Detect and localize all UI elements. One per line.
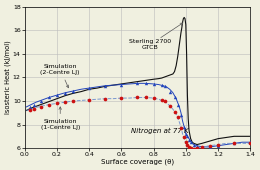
Point — [71, 100, 75, 102]
Point — [185, 143, 190, 146]
Point — [168, 90, 172, 93]
Point — [232, 142, 236, 145]
Point — [119, 97, 124, 99]
Point — [163, 100, 167, 102]
Point — [47, 104, 51, 106]
Text: Nitrogen at 77 K: Nitrogen at 77 K — [131, 128, 189, 134]
Point — [232, 142, 236, 145]
Point — [135, 96, 140, 99]
Point — [135, 82, 140, 85]
Point — [55, 102, 59, 105]
Point — [28, 109, 32, 112]
Point — [160, 84, 164, 87]
Point — [103, 97, 107, 100]
Text: Sterling 2700
GTCB: Sterling 2700 GTCB — [129, 23, 183, 50]
Point — [208, 144, 212, 147]
Point — [71, 90, 75, 92]
Point — [216, 144, 220, 147]
Point — [152, 83, 156, 85]
Point — [63, 101, 67, 104]
Point — [185, 135, 190, 138]
X-axis label: Surface coverage (θ): Surface coverage (θ) — [101, 159, 174, 165]
Point — [195, 144, 199, 147]
Point — [144, 82, 148, 85]
Point — [184, 133, 188, 135]
Text: Simulation
(1-Centre LJ): Simulation (1-Centre LJ) — [41, 107, 80, 130]
Point — [152, 97, 156, 99]
Point — [39, 100, 43, 102]
Point — [63, 91, 67, 94]
Point — [160, 98, 164, 101]
Text: Simulation
(2-Centre LJ): Simulation (2-Centre LJ) — [41, 64, 80, 88]
Point — [182, 125, 186, 128]
Point — [55, 94, 59, 97]
Point — [28, 106, 32, 108]
Point — [216, 143, 220, 146]
Point — [32, 103, 37, 106]
Point — [176, 116, 180, 119]
Point — [187, 146, 191, 148]
Point — [187, 139, 191, 141]
Point — [172, 96, 177, 99]
Point — [179, 127, 183, 129]
Point — [200, 146, 204, 148]
Point — [179, 114, 183, 116]
Point — [144, 96, 148, 99]
Point — [195, 147, 199, 149]
Point — [248, 142, 252, 145]
Point — [200, 146, 204, 148]
Point — [192, 143, 196, 146]
Point — [163, 85, 167, 88]
Point — [87, 98, 91, 101]
Point — [176, 103, 180, 106]
Point — [192, 147, 196, 150]
Point — [103, 84, 107, 87]
Point — [172, 110, 177, 113]
Point — [188, 147, 193, 149]
Point — [39, 106, 43, 108]
Point — [87, 87, 91, 89]
Point — [248, 141, 252, 143]
Point — [188, 141, 193, 143]
Point — [208, 146, 212, 148]
Point — [32, 108, 37, 111]
Point — [119, 83, 124, 86]
Point — [47, 96, 51, 99]
Point — [184, 141, 188, 143]
Y-axis label: Isosteric Heat (kJ/mol): Isosteric Heat (kJ/mol) — [5, 41, 11, 114]
Point — [168, 104, 172, 107]
Point — [182, 136, 186, 139]
